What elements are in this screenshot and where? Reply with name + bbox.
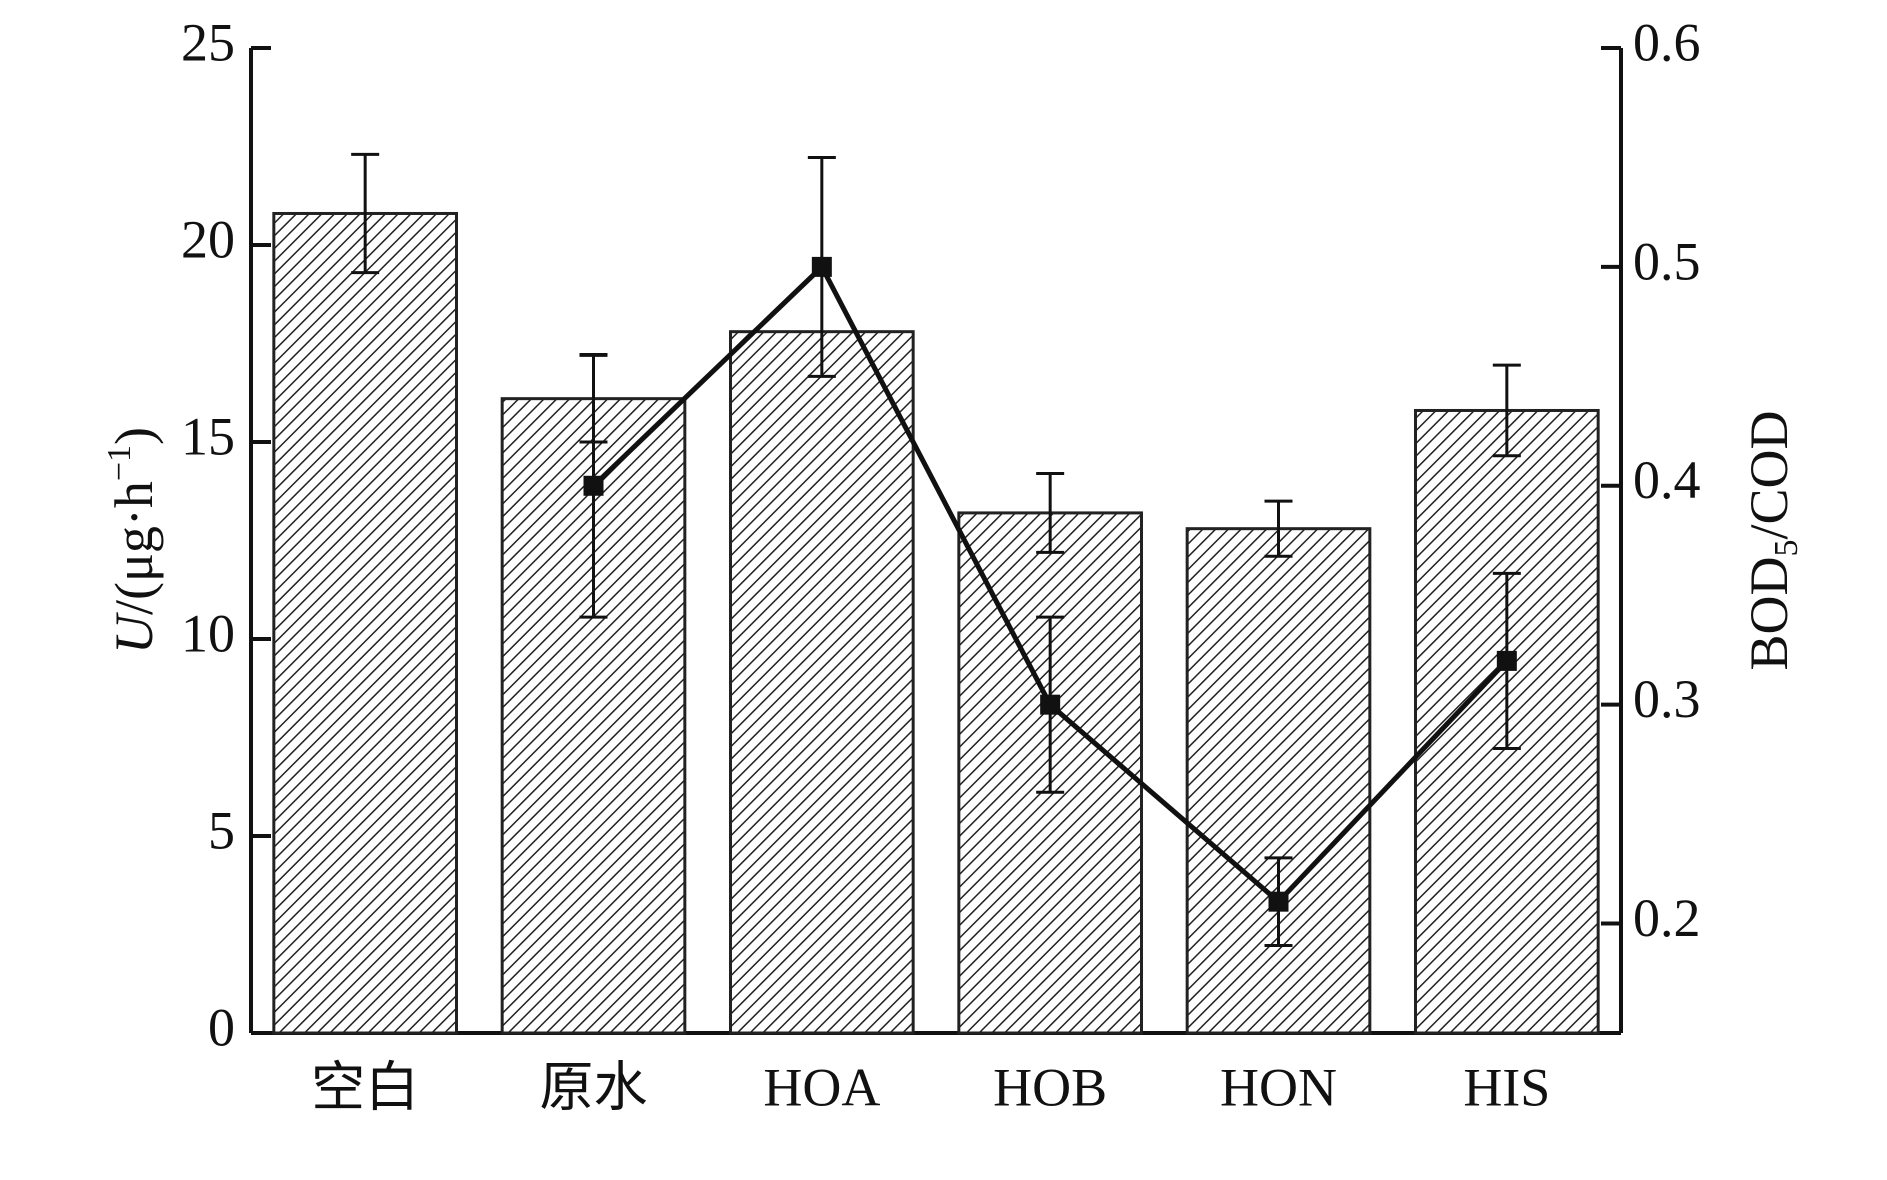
y-tick-label: 0 bbox=[208, 997, 235, 1057]
y-axis-label-part: U bbox=[104, 612, 164, 654]
marker bbox=[1496, 650, 1517, 671]
y2-axis-label: BOD5/COD bbox=[1739, 410, 1804, 670]
y2-axis-label-part: BOD bbox=[1739, 557, 1799, 671]
y-axis-label-part: ) bbox=[104, 427, 164, 445]
y2-tick-label: 0.4 bbox=[1633, 450, 1701, 510]
x-tick-label: HOB bbox=[993, 1057, 1107, 1117]
x-tick-label: HIS bbox=[1463, 1057, 1550, 1117]
y2-tick-label: 0.3 bbox=[1633, 669, 1701, 729]
y2-axis-label-part: /COD bbox=[1739, 410, 1799, 539]
x-tick-label: 空白 bbox=[311, 1057, 419, 1117]
y-axis-label-part: /(μg·h bbox=[104, 481, 164, 615]
y2-tick-label: 0.6 bbox=[1633, 12, 1701, 72]
x-tick-label: 原水 bbox=[540, 1057, 648, 1117]
bar bbox=[272, 211, 459, 1035]
y-tick-label: 15 bbox=[181, 406, 235, 466]
y-axis-label-part: −1 bbox=[101, 445, 138, 481]
marker bbox=[1268, 891, 1289, 912]
y2-axis-label-part: 5 bbox=[1768, 540, 1805, 557]
bar bbox=[729, 330, 915, 1035]
y-tick-label: 5 bbox=[208, 800, 235, 860]
y-tick-label: 25 bbox=[181, 12, 235, 72]
bar bbox=[1185, 527, 1372, 1035]
y-tick-label: 10 bbox=[181, 603, 235, 663]
x-tick-label: HON bbox=[1220, 1057, 1337, 1117]
y2-tick-label: 0.5 bbox=[1633, 231, 1701, 291]
y2-tick-label: 0.2 bbox=[1633, 888, 1701, 948]
marker bbox=[583, 475, 604, 496]
y-axis-label: U/(μg·h−1) bbox=[101, 427, 165, 654]
marker bbox=[811, 256, 832, 277]
y-tick-label: 20 bbox=[181, 209, 235, 269]
marker bbox=[1040, 694, 1061, 715]
x-tick-label: HOA bbox=[763, 1057, 880, 1117]
